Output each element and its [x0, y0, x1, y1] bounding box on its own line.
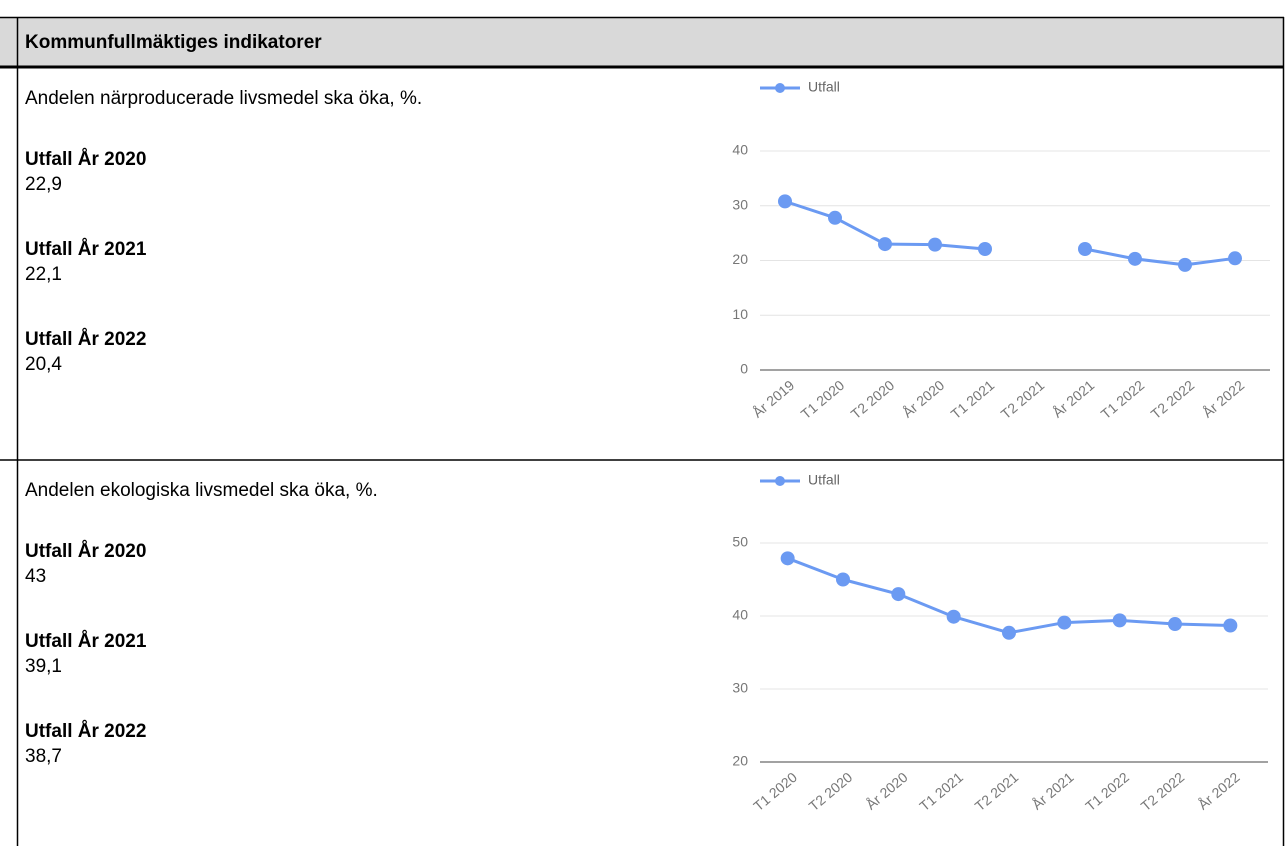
data-point [878, 237, 892, 252]
x-tick-label: T2 2022 [1138, 769, 1188, 814]
data-point [946, 609, 961, 624]
data-point [1078, 242, 1092, 257]
x-tick-label: T1 2020 [750, 769, 800, 814]
indicator-description: Andelen närproducerade livsmedel ska öka… [25, 88, 422, 109]
x-tick-label: T2 2020 [806, 769, 856, 814]
y-tick-label: 30 [732, 680, 748, 696]
data-point [928, 237, 942, 252]
x-tick-label: År 2022 [1199, 377, 1247, 421]
x-tick-label: T2 2020 [848, 377, 898, 422]
series-line [787, 556, 1231, 635]
x-tick-label: År 2021 [1049, 377, 1097, 421]
data-point [778, 194, 792, 209]
y-tick-label: 20 [732, 753, 748, 769]
data-point [978, 242, 992, 257]
y-tick-label: 10 [732, 306, 748, 322]
data-point [1228, 251, 1242, 266]
legend-label: Utfall [808, 79, 840, 95]
x-tick-label: T2 2021 [972, 769, 1022, 814]
data-point [1057, 615, 1072, 630]
x-tick-label: T1 2022 [1098, 377, 1148, 422]
x-tick-label: År 2022 [1195, 769, 1243, 813]
data-point [891, 587, 906, 602]
x-tick-label: T1 2020 [798, 377, 848, 422]
x-tick-label: T2 2021 [998, 377, 1048, 422]
data-point [1223, 618, 1238, 633]
result-label: Utfall År 2020 [25, 541, 146, 562]
x-tick-label: T1 2021 [916, 769, 966, 814]
header-title: Kommunfullmäktiges indikatorer [25, 32, 322, 53]
result-value: 43 [25, 566, 46, 587]
result-label: Utfall År 2022 [25, 721, 146, 742]
y-tick-label: 30 [732, 196, 748, 212]
legend-label: Utfall [808, 472, 840, 488]
data-point [1112, 613, 1127, 628]
data-point [1128, 251, 1142, 266]
x-tick-label: År 2021 [1029, 769, 1077, 813]
y-tick-label: 20 [732, 251, 748, 267]
legend-marker [775, 83, 785, 93]
series-line [1084, 247, 1236, 267]
x-tick-label: År 2020 [863, 769, 911, 813]
data-point [1178, 257, 1192, 272]
x-tick-label: T1 2021 [948, 377, 998, 422]
indicator-description: Andelen ekologiska livsmedel ska öka, %. [25, 480, 378, 501]
result-value: 39,1 [25, 656, 62, 677]
data-point [828, 210, 842, 225]
result-value: 38,7 [25, 746, 62, 767]
x-tick-label: År 2019 [749, 377, 797, 421]
data-point [836, 572, 850, 587]
x-tick-label: T1 2022 [1082, 769, 1132, 814]
data-point [1168, 617, 1182, 632]
x-tick-label: År 2020 [899, 377, 947, 421]
x-tick-label: T2 2022 [1148, 377, 1198, 422]
result-label: Utfall År 2022 [25, 329, 146, 350]
result-value: 20,4 [25, 354, 62, 375]
result-label: Utfall År 2020 [25, 149, 146, 170]
result-value: 22,9 [25, 174, 62, 195]
y-tick-label: 0 [740, 361, 748, 377]
y-tick-label: 40 [732, 607, 748, 623]
result-label: Utfall År 2021 [25, 631, 147, 652]
data-point [1002, 625, 1016, 640]
header-bg [0, 17, 1284, 68]
result-value: 22,1 [25, 264, 62, 285]
result-label: Utfall År 2021 [25, 239, 147, 260]
y-tick-label: 50 [732, 534, 748, 550]
data-point [780, 551, 795, 566]
legend-marker [775, 476, 785, 486]
y-tick-label: 40 [732, 142, 748, 158]
